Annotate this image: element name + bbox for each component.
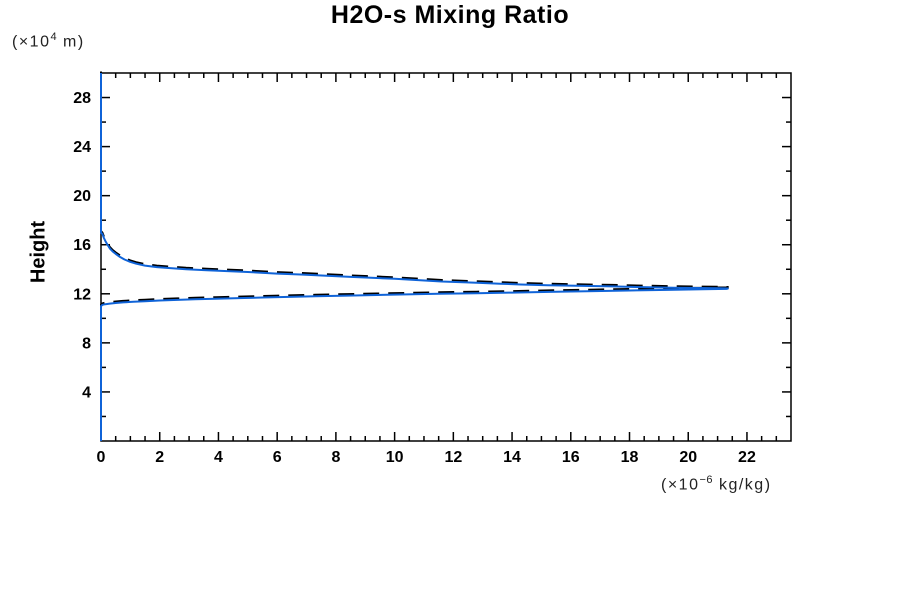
x-axis-unit-label: (×10−6 kg/kg): [661, 474, 772, 494]
x-tick-label: 6: [273, 449, 282, 466]
y-axis-unit-label: (×104 m): [12, 31, 85, 51]
y-tick-label: 28: [73, 90, 91, 107]
y-tick-label: 16: [73, 237, 91, 254]
x-tick-label: 8: [331, 449, 340, 466]
series-solid-line: [100, 73, 729, 441]
series-dashed-line: [100, 71, 729, 440]
x-tick-label: 0: [97, 449, 106, 466]
x-tick-label: 20: [679, 449, 697, 466]
x-tick-label: 14: [503, 449, 521, 466]
x-tick-label: 18: [621, 449, 639, 466]
y-unit-exponent: 4: [50, 31, 58, 43]
y-tick-label: 20: [73, 188, 91, 205]
x-tick-label: 16: [562, 449, 580, 466]
x-unit-exponent: −6: [699, 474, 714, 486]
y-tick-label: 8: [82, 335, 91, 352]
x-tick-label: 12: [444, 449, 462, 466]
y-tick-label: 4: [82, 384, 91, 401]
x-tick-label: 10: [386, 449, 404, 466]
axis-frame: [100, 72, 792, 442]
y-unit-prefix: (×10: [12, 33, 51, 51]
x-tick-label: 4: [214, 449, 223, 466]
y-tick-label: 12: [73, 286, 91, 303]
chart-title: H2O-s Mixing Ratio: [330, 1, 570, 29]
x-unit-suffix: kg/kg): [713, 476, 772, 494]
x-tick-label: 2: [155, 449, 164, 466]
y-tick-label: 24: [73, 139, 91, 156]
x-tick-label: 22: [738, 449, 756, 466]
x-unit-prefix: (×10: [661, 476, 700, 494]
y-unit-suffix: m): [57, 33, 85, 51]
